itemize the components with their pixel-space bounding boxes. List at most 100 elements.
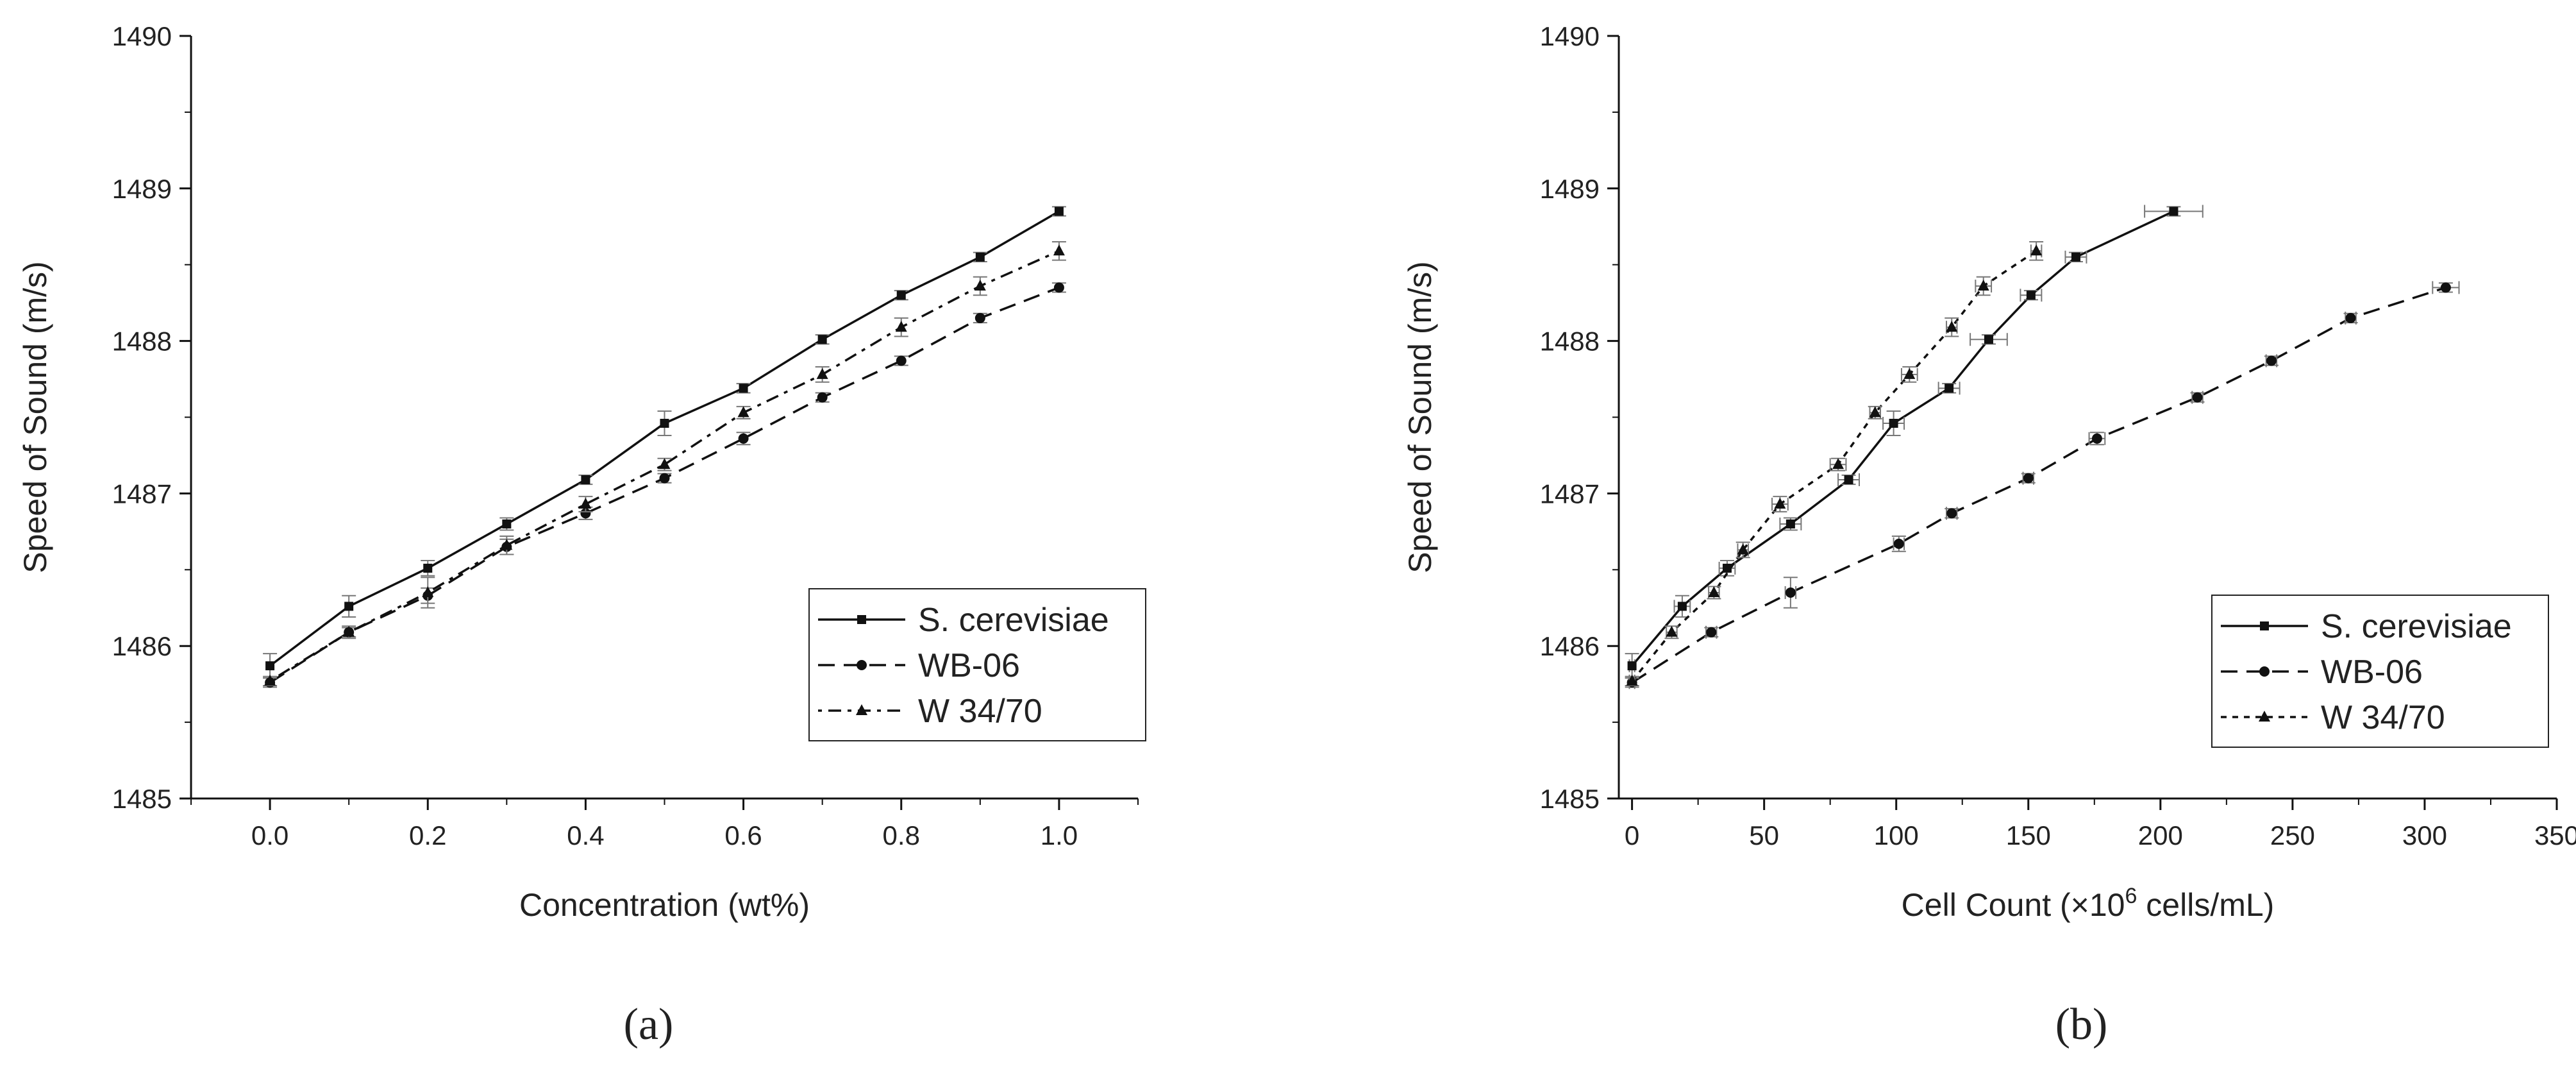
panel-b-data-point <box>2192 392 2203 403</box>
panel-b-data-point <box>1889 419 1898 428</box>
panel-a-series-0 <box>263 206 1066 679</box>
panel-b-data-point <box>1627 661 1637 671</box>
panel-a-data-point <box>580 508 591 519</box>
panel-b-x-tick-label: 300 <box>2402 820 2447 850</box>
panel-a-legend-box <box>808 588 1146 741</box>
panel-a-x-axis-title: Concentration (wt%) <box>519 887 810 923</box>
panel-b-data-point <box>1786 519 1795 528</box>
panel-b-legend-label: W 34/70 <box>2321 699 2445 736</box>
panel-a-data-point <box>580 498 592 509</box>
panel-a-x-tick-label: 0.6 <box>724 820 762 850</box>
panel-b-y-tick-label: 1487 <box>1540 478 1600 509</box>
panel-b-data-point <box>1893 538 1904 549</box>
panel-a-data-point <box>974 312 985 323</box>
panel-a-data-point <box>344 602 354 611</box>
panel-a-y-tick-label: 1486 <box>112 631 172 661</box>
panel-a-data-point <box>658 458 671 469</box>
panel-a-legend-marker <box>857 615 866 624</box>
panel-a-x-tick-label: 0.0 <box>251 820 289 850</box>
panel-b-data-point <box>1774 498 1786 509</box>
panel-a-data-point <box>1054 207 1064 216</box>
panel-b-series-0 <box>1625 205 2204 679</box>
panel-b-data-point <box>2023 473 2034 484</box>
panel-b-series-2 <box>1625 241 2044 688</box>
panel-b-x-tick-label: 100 <box>1874 820 1919 850</box>
panel-a-y-tick-label: 1488 <box>112 326 172 357</box>
panel-a-data-point <box>501 539 513 550</box>
panel-b-data-point <box>1903 368 1916 379</box>
panel-b-data-point <box>2091 433 2102 444</box>
panel-a-data-point <box>660 419 669 428</box>
panel-a-data-point <box>265 661 275 671</box>
panel-a-data-point <box>423 563 433 573</box>
panel-a-chart: 1485 1486 1487 1488 1489 1490 0.0 0.2 0.4 0.6 0.8 1… <box>17 21 1146 1049</box>
panel-b-data-point <box>1832 458 1844 469</box>
panel-b-legend-marker <box>2259 666 2270 677</box>
panel-b-x-tick-label: 150 <box>2006 820 2051 850</box>
panel-a-data-point <box>895 321 907 332</box>
panel-a-legend-label: WB-06 <box>918 647 1020 684</box>
panel-b-data-point <box>1946 321 1958 332</box>
panel-b-data-point <box>1977 279 1989 291</box>
panel-b-legend-marker <box>2260 621 2269 630</box>
panel-b-x-axis-title: Cell Count (×106 cells/mL) <box>1902 884 2275 923</box>
panel-b-y-tick-label: 1486 <box>1540 631 1600 661</box>
panel-b-data-point <box>1984 335 1993 344</box>
panel-a-data-point <box>975 252 985 262</box>
panel-a-data-point <box>659 473 670 484</box>
panel-a-y-tick-label: 1487 <box>112 478 172 509</box>
panel-a-y-tick-label: 1485 <box>112 784 172 814</box>
panel-a-legend-label: S. cerevisiae <box>918 602 1109 639</box>
panel-b-x-axis-title-exponent: 6 <box>2125 884 2137 908</box>
panel-b-data-point <box>1869 406 1881 418</box>
panel-b-data-point <box>1785 587 1796 598</box>
panel-a-data-point <box>817 335 827 344</box>
panel-b-data-point <box>1946 508 1957 519</box>
panel-a-series-2 <box>263 241 1066 687</box>
panel-a-legend-label: W 34/70 <box>918 693 1042 730</box>
panel-b-data-point <box>1945 384 1954 393</box>
panel-a-data-point <box>1053 282 1064 293</box>
panel-a-data-point <box>1053 244 1065 256</box>
panel-b-data-point <box>2026 291 2036 300</box>
panel-a-data-point <box>422 586 434 597</box>
panel-a-legend-marker <box>856 704 867 715</box>
panel-b-data-point <box>2071 252 2080 262</box>
panel-a-y-tick-label: 1490 <box>112 21 172 51</box>
panel-b-x-tick-label: 250 <box>2270 820 2315 850</box>
panel-b-x-tick-label: 0 <box>1625 820 1639 850</box>
panel-b-x-tick-label: 350 <box>2534 820 2576 850</box>
panel-a-data-point <box>896 355 907 366</box>
panel-b-data-point <box>1737 543 1749 555</box>
panel-a-data-point <box>974 279 986 291</box>
panel-a-panel-label: (a) <box>624 1000 674 1049</box>
panel-b-y-tick-label: 1485 <box>1540 784 1600 814</box>
panel-b-data-point <box>1708 586 1720 597</box>
panel-a-data-point <box>896 291 906 300</box>
panel-a-data-point <box>817 392 828 403</box>
panel-a-data-point <box>738 433 749 444</box>
panel-b-data-point <box>1722 563 1732 573</box>
panel-a-legend: S. cerevisiae WB-06 W 34/70 <box>808 588 1146 741</box>
panel-b-y-axis-title: Speed of Sound (m/s) <box>1402 261 1438 573</box>
panel-a-data-point <box>502 519 512 528</box>
panel-a-data-point <box>581 475 590 484</box>
panel-b-chart: 1485 1486 1487 1488 1489 1490 0 50 100 150 200 250 3… <box>1402 21 2576 1049</box>
panel-a-data-point <box>737 406 749 418</box>
panel-b-legend-label: S. cerevisiae <box>2321 608 2512 645</box>
panel-b-data-point <box>1677 602 1687 611</box>
panel-a-legend-marker <box>857 660 867 670</box>
panel-b-y-tick-label: 1489 <box>1540 174 1600 204</box>
panel-b-legend-label: WB-06 <box>2321 654 2423 691</box>
panel-a-y-axis-title: Speed of Sound (m/s) <box>17 261 53 573</box>
panel-b-data-point <box>2266 355 2277 366</box>
panel-a-data-point <box>816 368 828 379</box>
panel-b-data-point <box>1626 674 1638 686</box>
panel-b-data-point <box>2440 282 2451 293</box>
panel-a-data-point <box>739 384 748 393</box>
panel-b-data-point <box>1844 475 1853 484</box>
panel-b-data-point <box>2030 244 2043 256</box>
panel-b-legend: S. cerevisiae WB-06 W 34/70 <box>2211 595 2549 748</box>
